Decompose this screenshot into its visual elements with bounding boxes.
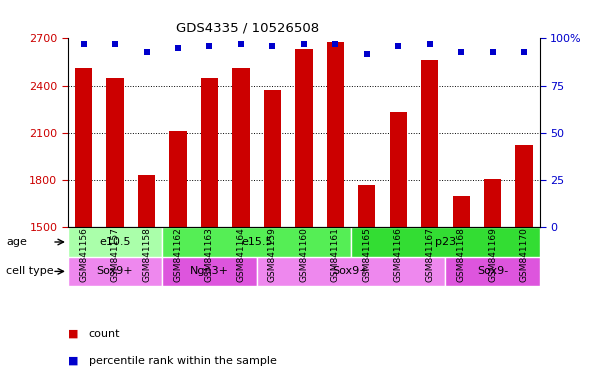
Text: ■: ■ (68, 329, 78, 339)
Point (425, 41, 434, 47)
Text: GSM841164: GSM841164 (237, 227, 245, 282)
Bar (295, 50, 313, 227)
Bar (445, 257, 540, 286)
Text: percentile rank within the sample: percentile rank within the sample (88, 356, 276, 366)
Text: GDS4335 / 10526508: GDS4335 / 10526508 (176, 21, 319, 34)
Bar (264, 90, 281, 227)
Text: e15.5: e15.5 (241, 237, 273, 247)
Text: GSM841168: GSM841168 (457, 227, 466, 282)
Text: GSM841167: GSM841167 (425, 227, 434, 282)
Bar (484, 179, 502, 227)
Text: age: age (6, 237, 27, 247)
Text: GSM841156: GSM841156 (79, 227, 88, 282)
Bar (68, 227, 162, 257)
Point (362, 50, 372, 56)
Text: Ngn3+: Ngn3+ (190, 266, 229, 276)
Point (236, 41, 245, 47)
Point (394, 43, 403, 49)
Text: count: count (88, 329, 120, 339)
Bar (138, 175, 155, 227)
Text: GSM841166: GSM841166 (394, 227, 403, 282)
Bar (327, 41, 344, 227)
Point (142, 48, 151, 55)
Text: GSM841160: GSM841160 (299, 227, 309, 282)
Text: e10.5: e10.5 (99, 237, 131, 247)
Bar (257, 257, 445, 286)
Bar (201, 78, 218, 227)
Point (519, 48, 529, 55)
Bar (232, 68, 250, 227)
Bar (106, 78, 124, 227)
Text: Sox9+: Sox9+ (333, 266, 369, 276)
Bar (75, 68, 92, 227)
Point (268, 43, 277, 49)
Text: GSM841158: GSM841158 (142, 227, 151, 282)
Point (205, 43, 214, 49)
Bar (162, 227, 351, 257)
Bar (351, 227, 540, 257)
Bar (68, 257, 162, 286)
Text: GSM841159: GSM841159 (268, 227, 277, 282)
Text: GSM841165: GSM841165 (362, 227, 371, 282)
Point (173, 45, 183, 51)
Text: p23: p23 (435, 237, 456, 247)
Text: GSM841170: GSM841170 (520, 227, 529, 282)
Bar (162, 257, 257, 286)
Point (79, 41, 88, 47)
Text: Sox9-: Sox9- (477, 266, 508, 276)
Bar (358, 185, 375, 227)
Text: GSM841169: GSM841169 (488, 227, 497, 282)
Text: GSM841157: GSM841157 (110, 227, 120, 282)
Text: GSM841162: GSM841162 (173, 227, 182, 282)
Point (488, 48, 497, 55)
Point (330, 41, 340, 47)
Bar (421, 60, 438, 227)
Bar (389, 113, 407, 227)
Text: cell type: cell type (6, 266, 54, 276)
Bar (516, 146, 533, 227)
Point (110, 41, 120, 47)
Text: GSM841161: GSM841161 (331, 227, 340, 282)
Text: GSM841163: GSM841163 (205, 227, 214, 282)
Bar (169, 131, 186, 227)
Bar (453, 196, 470, 227)
Point (299, 41, 309, 47)
Text: Sox9+: Sox9+ (97, 266, 133, 276)
Point (457, 48, 466, 55)
Text: ■: ■ (68, 356, 78, 366)
